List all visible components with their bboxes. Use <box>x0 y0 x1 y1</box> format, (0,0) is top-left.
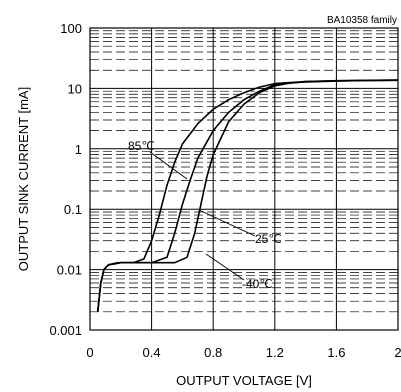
leader-25c <box>198 209 256 237</box>
y-axis-label: OUTPUT SINK CURRENT [mA] <box>16 87 31 271</box>
x-tick-label: 0.4 <box>143 345 161 360</box>
y-tick-label: 0.001 <box>49 323 82 338</box>
x-axis-label: OUTPUT VOLTAGE [V] <box>176 373 312 388</box>
curves <box>96 79 399 312</box>
x-tick-label: 1.6 <box>327 345 345 360</box>
annotation-leaders <box>149 151 256 281</box>
annotation-25c: 25℃ <box>255 232 282 246</box>
annotation-minus40c: -40℃ <box>242 277 273 291</box>
leader-85c <box>149 151 188 180</box>
y-tick-label: 0.1 <box>64 202 82 217</box>
x-tick-label: 0 <box>86 345 93 360</box>
x-tick-labels: 0 0.4 0.8 1.2 1.6 2 <box>86 345 401 360</box>
annotation-85c: 85℃ <box>128 139 155 153</box>
x-tick-label: 2 <box>394 345 401 360</box>
x-tick-label: 0.8 <box>204 345 222 360</box>
y-tick-label: 10 <box>68 81 82 96</box>
series-line-2 <box>96 79 399 312</box>
leader-minus40c <box>205 253 245 281</box>
y-tick-label: 0.01 <box>57 263 82 278</box>
plot-frame <box>89 27 399 331</box>
x-tick-label: 1.2 <box>266 345 284 360</box>
chart-subtitle: BA10358 family <box>327 15 397 26</box>
y-tick-labels: 0.001 0.01 0.1 1 10 100 <box>49 21 82 338</box>
grid <box>90 28 398 330</box>
y-tick-label: 100 <box>60 21 82 36</box>
y-tick-label: 1 <box>75 142 82 157</box>
